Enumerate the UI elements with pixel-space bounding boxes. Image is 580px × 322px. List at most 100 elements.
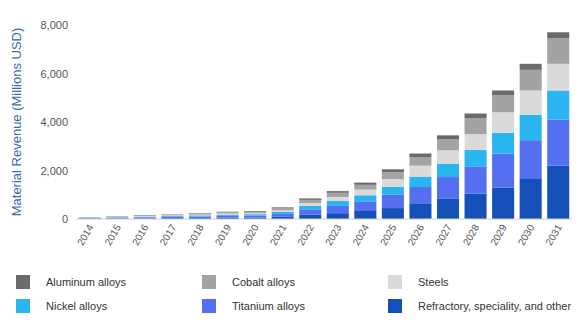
bar-segment	[189, 213, 211, 215]
bar-segment	[520, 70, 542, 91]
bar-segment	[465, 167, 487, 194]
x-tick-label: 2030	[516, 222, 537, 247]
bar-segment	[272, 212, 294, 214]
bar-segment	[492, 154, 514, 188]
bar-segment	[520, 115, 542, 140]
bar-segment	[382, 208, 404, 219]
bar-segment	[547, 64, 569, 91]
legend-label: Aluminum alloys	[46, 276, 127, 288]
bar-segment	[382, 172, 404, 179]
bar-segment	[217, 211, 239, 213]
x-tick-label: 2024	[350, 222, 371, 247]
bar-segment	[106, 216, 128, 217]
bar-segment	[299, 215, 321, 219]
bar-segment	[409, 177, 431, 187]
bar-segment	[437, 135, 459, 139]
bar-segment	[520, 90, 542, 114]
bar-segment	[272, 207, 294, 209]
bar-segment	[161, 217, 183, 218]
bar-segment	[437, 164, 459, 177]
legend-label: Titanium alloys	[232, 300, 305, 312]
bar-segment	[354, 183, 376, 185]
bar-segment	[217, 212, 239, 213]
bar-segment	[382, 169, 404, 172]
bar-segment	[134, 216, 156, 218]
x-tick-label: 2016	[130, 222, 151, 247]
bar-segment	[520, 64, 542, 70]
legend-swatch	[16, 275, 30, 289]
bar-segment	[437, 139, 459, 150]
y-tick-label: 0	[62, 213, 68, 225]
bar-segment	[354, 190, 376, 196]
x-tick-label: 2025	[378, 222, 399, 247]
y-axis-label: Material Revenue (Millions USD)	[9, 28, 24, 217]
bar-segment	[354, 185, 376, 190]
bar-segment	[465, 134, 487, 150]
bar-segment	[437, 177, 459, 199]
bar-segment	[299, 198, 321, 199]
legend-label: Refractory, speciality, and other	[418, 300, 571, 312]
y-axis-line	[76, 25, 77, 219]
bar-segment	[409, 157, 431, 165]
x-tick-label: 2021	[268, 222, 289, 247]
bar-segment	[492, 90, 514, 95]
y-tick	[72, 122, 76, 123]
bar-segment	[327, 213, 349, 219]
bar-segment	[106, 216, 128, 217]
legend-label: Nickel alloys	[46, 300, 108, 312]
bar-segment	[409, 204, 431, 219]
bar-segment	[327, 191, 349, 193]
y-tick	[72, 219, 76, 220]
bar-segment	[547, 32, 569, 38]
bar-segment	[465, 150, 487, 167]
bar-segment	[189, 214, 211, 216]
legend-swatch	[16, 299, 30, 313]
bar-segment	[244, 213, 266, 214]
bar-segment	[520, 179, 542, 219]
x-tick-label: 2023	[323, 222, 344, 247]
x-tick-label: 2017	[158, 222, 179, 247]
legend-swatch	[388, 275, 402, 289]
bar-segment	[327, 206, 349, 213]
legend-swatch	[202, 299, 216, 313]
bar-segment	[189, 215, 211, 216]
chart: 02,0004,0006,0008,000Material Revenue (M…	[0, 0, 580, 322]
bar-segment	[79, 217, 101, 218]
bar-segment	[437, 199, 459, 219]
bar-segment	[217, 216, 239, 218]
bar-segment	[382, 187, 404, 195]
bar-segment	[465, 118, 487, 134]
bar-segment	[79, 217, 101, 218]
bar-segment	[354, 195, 376, 201]
bar-segment	[465, 114, 487, 119]
y-tick-label: 2,000	[40, 165, 68, 177]
bar-segment	[189, 213, 211, 214]
bar-segment	[492, 112, 514, 133]
bar-segment	[134, 215, 156, 216]
x-tick-label: 2022	[295, 222, 316, 247]
x-tick-label: 2019	[213, 222, 234, 247]
legend-swatch	[388, 299, 402, 313]
bar-segment	[217, 215, 239, 216]
bar-segment	[547, 166, 569, 219]
bar-segment	[492, 187, 514, 219]
bar-segment	[327, 197, 349, 201]
bar-segment	[354, 211, 376, 219]
bar-segment	[189, 216, 211, 217]
y-tick	[72, 73, 76, 74]
bar-segment	[354, 201, 376, 211]
bar-segment	[547, 120, 569, 166]
x-axis-line	[76, 219, 572, 220]
bar-segment	[327, 193, 349, 197]
x-tick-label: 2015	[102, 222, 123, 247]
y-tick	[72, 170, 76, 171]
bar-segment	[106, 216, 128, 217]
legend-swatch	[202, 275, 216, 289]
bar-segment	[244, 216, 266, 218]
bar-segment	[409, 154, 431, 158]
x-tick-label: 2014	[75, 222, 96, 247]
bar-segment	[547, 38, 569, 63]
bar-segment	[79, 217, 101, 218]
bar-segment	[244, 214, 266, 215]
bar-segment	[492, 133, 514, 154]
